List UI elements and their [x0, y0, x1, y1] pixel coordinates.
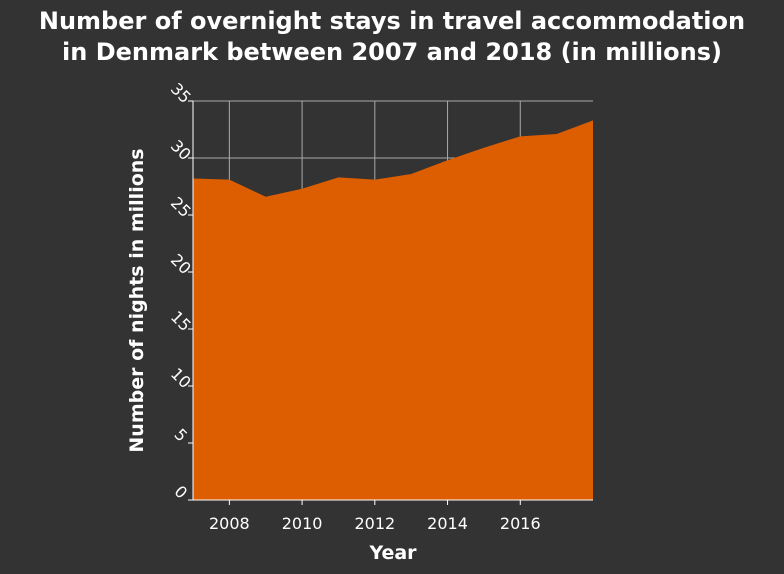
x-tick-label: 2008	[209, 514, 250, 533]
y-tick-label: 20	[167, 250, 195, 278]
x-tick-label: 2010	[282, 514, 323, 533]
y-tick-label: 10	[167, 364, 195, 392]
x-tick-label: 2014	[427, 514, 468, 533]
y-tick-label: 30	[167, 136, 195, 164]
y-axis-label: Number of nights in millions	[126, 148, 148, 452]
x-tick-label: 2016	[500, 514, 541, 533]
chart-title-line-1: Number of overnight stays in travel acco…	[38, 7, 746, 35]
y-tick-label: 25	[167, 193, 195, 221]
x-axis-label: Year	[368, 542, 417, 564]
area-series-0	[193, 120, 593, 500]
y-tick-label: 0	[171, 482, 192, 503]
chart-title-line-2: in Denmark between 2007 and 2018 (in mil…	[62, 38, 722, 66]
y-tick-label: 35	[167, 79, 195, 107]
y-tick-label: 15	[167, 307, 195, 335]
area-layer	[193, 120, 593, 500]
x-tick-label: 2012	[354, 514, 395, 533]
y-tick-label: 5	[171, 425, 192, 446]
chart-title: Number of overnight stays in travel acco…	[0, 6, 784, 68]
